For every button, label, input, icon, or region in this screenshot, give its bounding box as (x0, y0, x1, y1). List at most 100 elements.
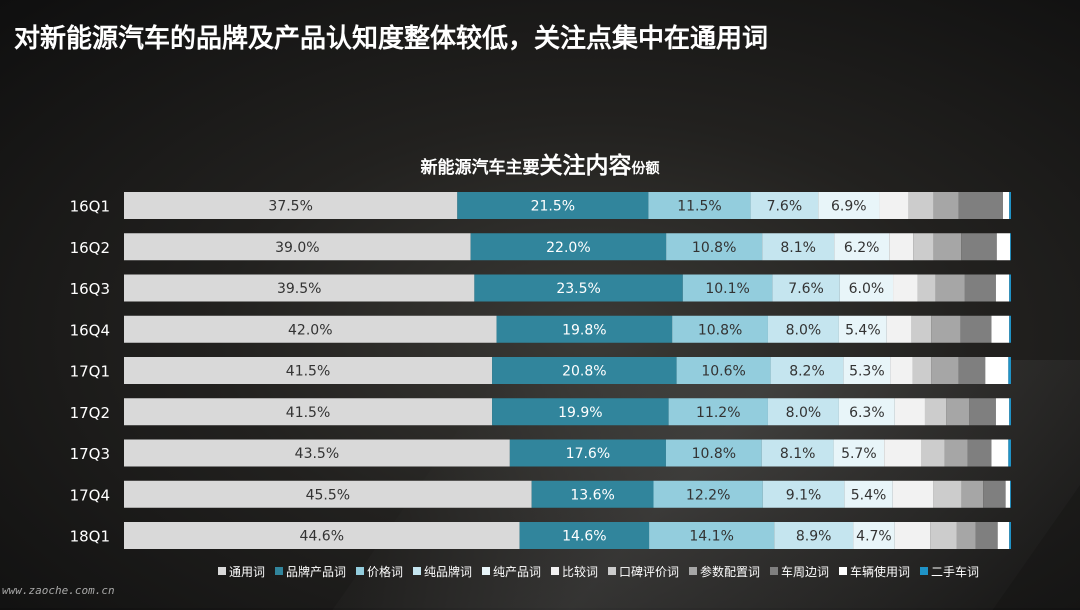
bar-segment (921, 439, 945, 467)
data-label: 41.5% (286, 364, 330, 380)
data-label: 13.6% (570, 487, 614, 503)
data-label: 6.0% (849, 281, 885, 297)
legend-swatch (689, 567, 697, 575)
category-label: 17Q1 (70, 363, 110, 381)
chart-title-part-1: 新能源汽车主要 (420, 158, 540, 178)
data-label: 6.9% (831, 199, 867, 215)
bar-segment (649, 522, 775, 549)
data-label: 39.0% (275, 240, 319, 256)
bar-segment (991, 315, 1010, 343)
bar-segment (889, 233, 914, 261)
bar-segment (1010, 480, 1011, 508)
category-label: 16Q3 (70, 280, 110, 298)
bar-segment (995, 398, 1010, 426)
bar-segment (124, 522, 520, 549)
data-label: 21.5% (531, 199, 575, 215)
legend-swatch (920, 567, 928, 575)
bar-segment (1009, 398, 1011, 426)
bar-segment (991, 439, 1009, 467)
data-label: 8.1% (780, 240, 816, 256)
bar-segment (933, 192, 959, 219)
bar-segment (1005, 480, 1011, 508)
bar-row: 18Q1 44.6% 14.6% 14.1% 8.9% 4.7% (70, 522, 1011, 549)
data-label: 5.4% (845, 322, 881, 338)
bar-segment (983, 480, 1006, 508)
bar-segment (648, 192, 751, 219)
page-headline: 对新能源汽车的品牌及产品认知度整体较低，关注点集中在通用词 (14, 24, 769, 54)
bar-segment (124, 315, 497, 343)
legend-item: 纯产品词 (482, 565, 541, 579)
bar-segment (958, 357, 986, 384)
legend-label: 二手车词 (931, 564, 979, 579)
legend: 通用词 品牌产品词 价格词 纯品牌词 纯产品词 比较词 口碑评价词 参数配置词 车周边词 车辆使用… (218, 564, 979, 579)
data-label: 10.8% (692, 240, 736, 256)
bar-segment (911, 315, 932, 343)
bar-segment (961, 233, 997, 261)
bar-segment (839, 274, 894, 302)
bar-segment (996, 233, 1011, 261)
bar-segment (985, 357, 1009, 384)
legend-item: 纯品牌词 (413, 565, 472, 579)
data-label: 8.0% (786, 322, 822, 338)
watermark: www.zaoche.com.cn (2, 584, 115, 597)
bar-segment (124, 274, 475, 302)
bar-segment (946, 398, 970, 426)
bar-segment (956, 522, 976, 549)
data-label: 5.7% (841, 446, 877, 462)
data-label: 17.6% (566, 446, 610, 462)
bar-segment (496, 315, 673, 343)
bar-segment (894, 398, 925, 426)
data-label: 10.8% (698, 322, 742, 338)
category-label: 17Q2 (70, 404, 110, 422)
bar-segment (666, 233, 763, 261)
bar-segment (935, 274, 965, 302)
bar-segment (653, 480, 763, 508)
bar-segment (892, 480, 934, 508)
bar-segment (1009, 315, 1011, 343)
category-label: 17Q3 (70, 445, 110, 463)
data-label: 22.0% (546, 240, 590, 256)
legend-label: 参数配置词 (700, 564, 760, 579)
bar-segment (964, 274, 996, 302)
bar-segment (1009, 192, 1011, 219)
bar-segment (818, 192, 880, 219)
chart-title-part-2: 关注内容 (539, 153, 632, 179)
bar-segment (931, 315, 961, 343)
bar-segment (1009, 522, 1011, 549)
data-label: 9.1% (786, 487, 822, 503)
legend-item: 二手车词 (920, 564, 979, 579)
legend-label: 车周边词 (781, 564, 829, 579)
data-label: 8.0% (786, 405, 822, 421)
data-label: 8.2% (789, 364, 825, 380)
legend-swatch (218, 567, 226, 575)
bar-segment (761, 439, 834, 467)
bar-segment (762, 480, 845, 508)
data-label: 37.5% (268, 199, 312, 215)
bar-row: 17Q2 41.5% 19.9% 11.2% 8.0% 6.3% (70, 398, 1011, 426)
bar-segment (519, 522, 650, 549)
data-label: 20.8% (562, 364, 606, 380)
legend-swatch (608, 567, 616, 575)
data-label: 14.1% (689, 529, 733, 545)
bar-row: 16Q1 37.5% 21.5% 11.5% 7.6% 6.9% (70, 192, 1011, 219)
bar-segment (672, 315, 768, 343)
legend-item: 车周边词 (770, 564, 829, 579)
legend-item: 比较词 (551, 564, 598, 579)
bar-row: 16Q2 39.0% 22.0% 10.8% 8.1% 6.2% (70, 233, 1011, 261)
bar-segment (492, 357, 677, 384)
bar-segment (930, 522, 957, 549)
legend-swatch (770, 567, 778, 575)
data-label: 6.2% (844, 240, 880, 256)
data-label: 5.4% (851, 487, 887, 503)
legend-swatch (482, 567, 490, 575)
bar-segment (509, 439, 666, 467)
bar-segment (470, 233, 667, 261)
bar-segment (961, 480, 984, 508)
chart-title-part-3: 份额 (631, 161, 660, 177)
bar-segment (879, 192, 909, 219)
legend-swatch (275, 567, 283, 575)
bar-segment (124, 480, 532, 508)
legend-item: 价格词 (356, 564, 403, 579)
bar-row: 16Q3 39.5% 23.5% 10.1% 7.6% 6.0% (70, 274, 1011, 302)
data-label: 41.5% (286, 405, 330, 421)
